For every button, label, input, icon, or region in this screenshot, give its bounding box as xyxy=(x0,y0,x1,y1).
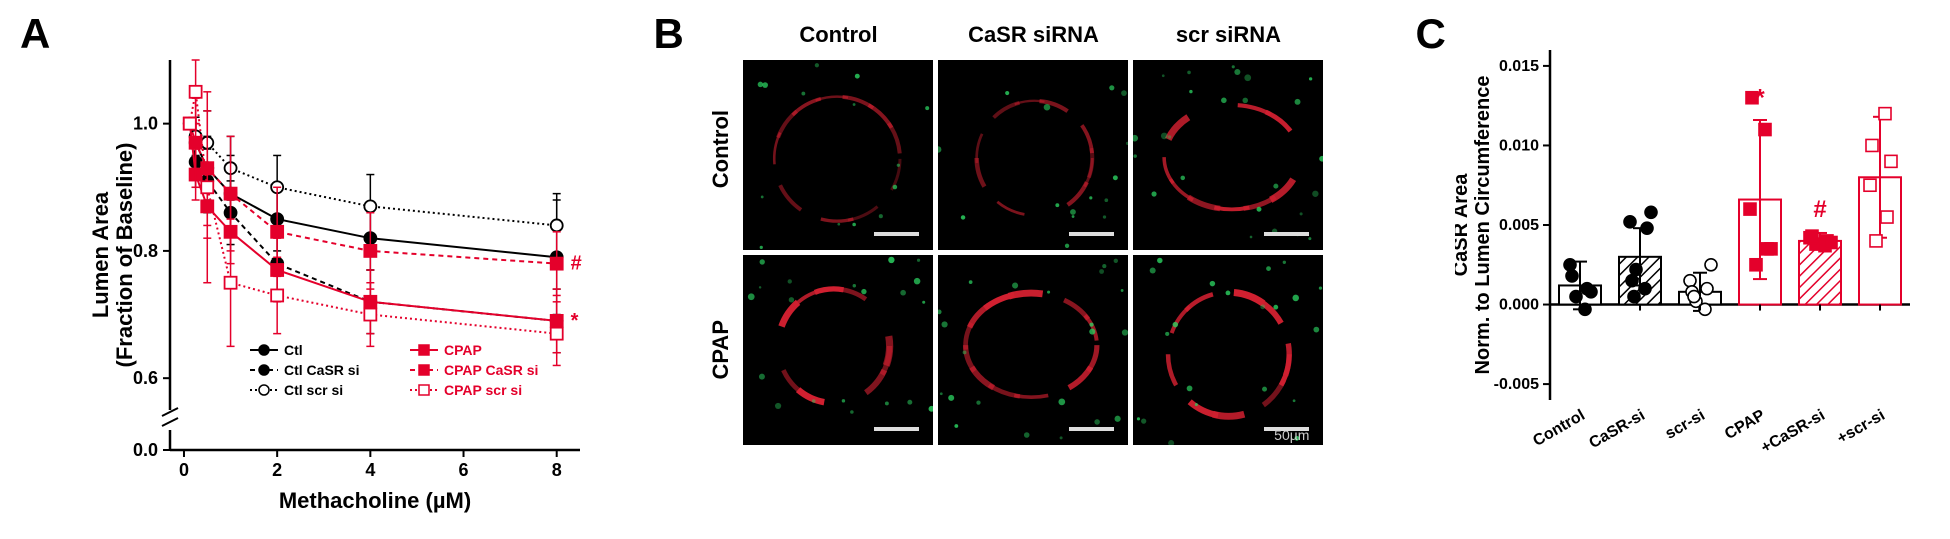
svg-text:Ctl: Ctl xyxy=(284,342,303,358)
svg-text:0.000: 0.000 xyxy=(1499,297,1539,314)
svg-text:-0.005: -0.005 xyxy=(1494,376,1539,393)
panel-c-label: C xyxy=(1415,10,1445,58)
svg-text:scr-si: scr-si xyxy=(1663,407,1708,443)
col-header-scr: scr siRNA xyxy=(1133,22,1323,48)
svg-text:Norm. to Lumen Circumference: Norm. to Lumen Circumference xyxy=(1472,76,1494,375)
svg-text:+scr-si: +scr-si xyxy=(1835,407,1889,448)
svg-text:1.0: 1.0 xyxy=(133,114,158,134)
svg-text:*: * xyxy=(1756,85,1766,112)
svg-text:+CaSR-si: +CaSR-si xyxy=(1759,407,1829,457)
svg-text:0.6: 0.6 xyxy=(133,368,158,388)
panel-a: A 024680.00.60.81.0Methacholine (µM)Lume… xyxy=(20,10,633,529)
svg-text:CPAP: CPAP xyxy=(1722,407,1768,444)
panel-b: B Control CaSR siRNA scr siRNA Control C… xyxy=(653,10,1405,529)
col-header-casr: CaSR siRNA xyxy=(938,22,1128,48)
panel-a-label: A xyxy=(20,10,50,58)
svg-text:0.010: 0.010 xyxy=(1499,137,1539,154)
svg-text:2: 2 xyxy=(272,460,282,480)
svg-text:0.005: 0.005 xyxy=(1499,217,1539,234)
row-header-cpap: CPAP xyxy=(708,320,734,380)
panel-b-label: B xyxy=(653,10,683,58)
svg-text:*: * xyxy=(571,310,579,332)
svg-text:CaSR Area: CaSR Area xyxy=(1455,173,1472,277)
svg-text:Lumen Area: Lumen Area xyxy=(88,191,113,318)
svg-text:Ctl CaSR si: Ctl CaSR si xyxy=(284,362,359,378)
svg-text:Ctl scr si: Ctl scr si xyxy=(284,382,343,398)
svg-text:Control: Control xyxy=(1531,407,1589,450)
svg-text:CPAP: CPAP xyxy=(444,342,482,358)
svg-text:0.015: 0.015 xyxy=(1499,58,1539,75)
panel-a-chart: 024680.00.60.81.0Methacholine (µM)Lumen … xyxy=(80,20,620,530)
svg-text:4: 4 xyxy=(365,460,375,480)
svg-text:#: # xyxy=(571,253,582,275)
panel-c-chart: -0.005 0.000 0.005 0.010 0.015 CaSR AreaNorm.… xyxy=(1455,20,1935,530)
svg-text:6: 6 xyxy=(459,460,469,480)
svg-text:CaSR-si: CaSR-si xyxy=(1587,407,1649,452)
figure-row: A 024680.00.60.81.0Methacholine (µM)Lume… xyxy=(0,0,1950,539)
svg-text:CPAP scr si: CPAP scr si xyxy=(444,382,522,398)
micrograph-grid: 50µm xyxy=(743,60,1323,445)
svg-text:0: 0 xyxy=(179,460,189,480)
col-header-control: Control xyxy=(743,22,933,48)
svg-text:8: 8 xyxy=(552,460,562,480)
svg-text:(Fraction of Baseline): (Fraction of Baseline) xyxy=(112,143,137,368)
svg-text:#: # xyxy=(1814,196,1827,223)
svg-text:0.0: 0.0 xyxy=(133,440,158,460)
panel-c: C -0.005 0.000 0.005 0.010 0.015 CaSR AreaNor… xyxy=(1415,10,1930,529)
row-header-control: Control xyxy=(708,110,734,188)
svg-text:CPAP CaSR si: CPAP CaSR si xyxy=(444,362,538,378)
svg-text:Methacholine (µM): Methacholine (µM) xyxy=(279,488,471,513)
